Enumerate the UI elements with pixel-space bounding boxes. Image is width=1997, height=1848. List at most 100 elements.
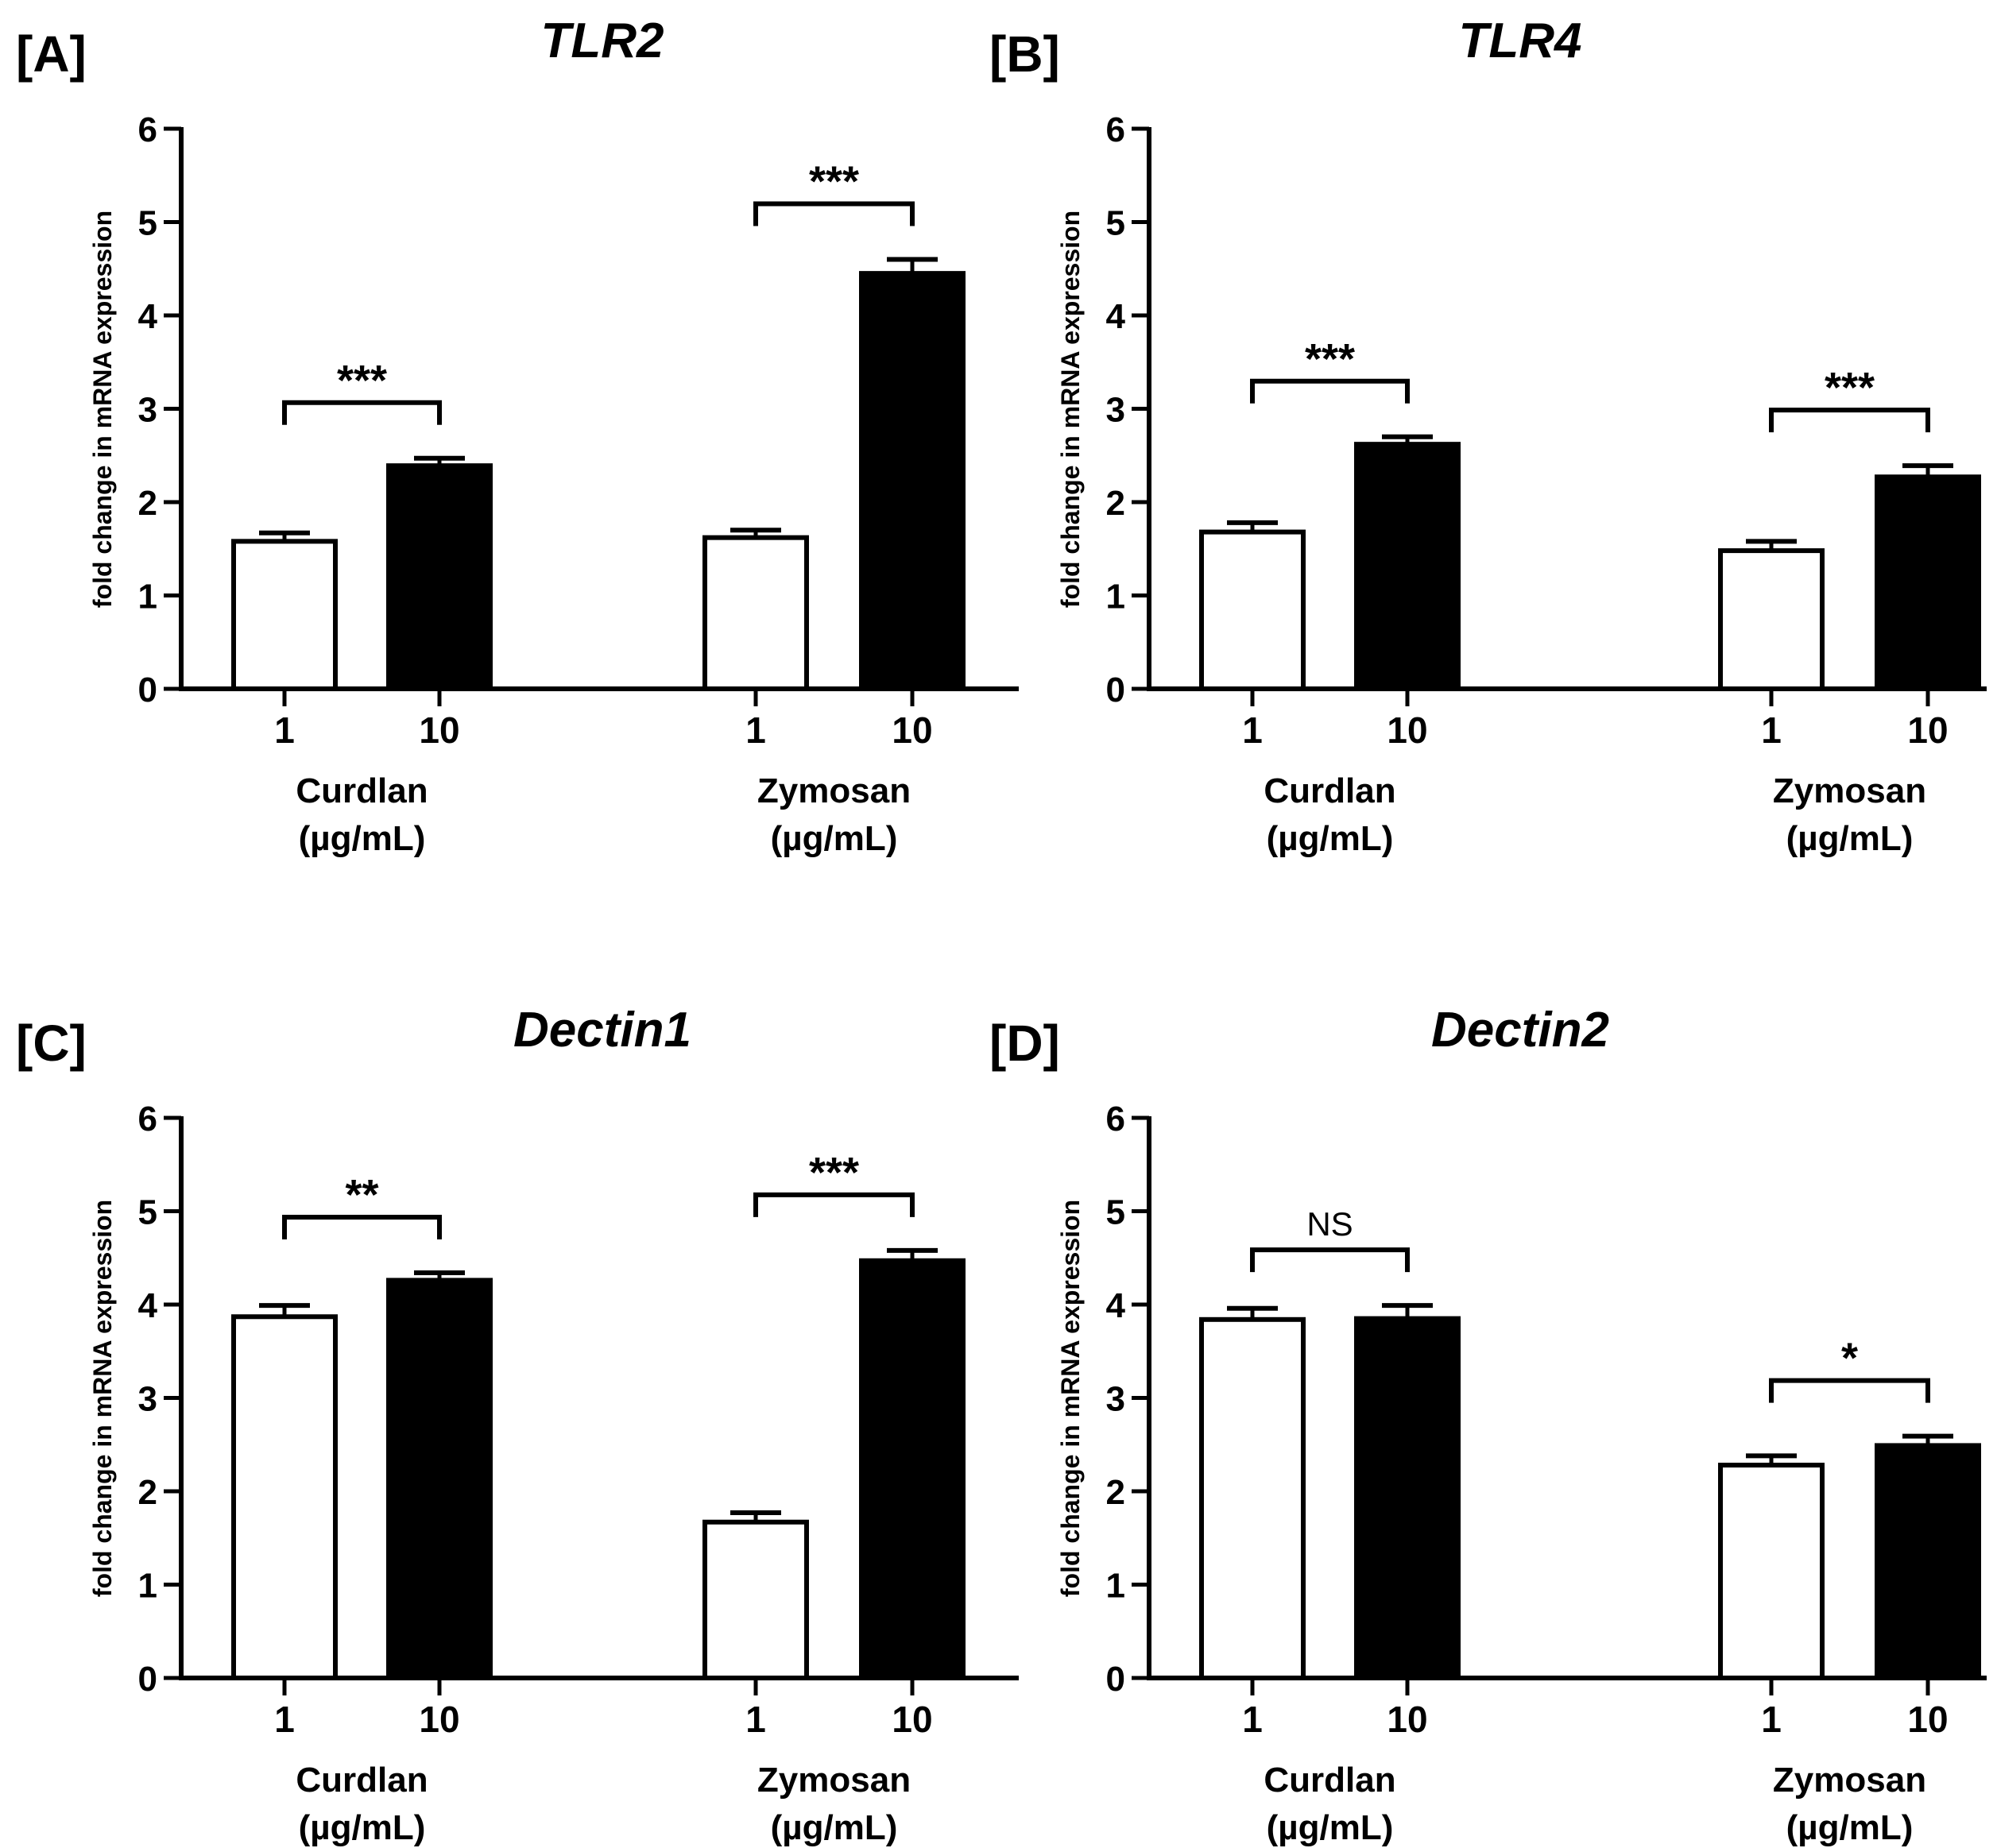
x-tick-label: 1	[745, 709, 766, 751]
y-axis-label: fold change in mRNA expression	[88, 1200, 117, 1597]
significance-bracket	[753, 1192, 915, 1217]
chart-title: Dectin1	[513, 1003, 691, 1057]
group-unit-label: (µg/mL)	[771, 1808, 898, 1847]
significance-marker: ***	[1825, 364, 1875, 412]
y-tick-label: 0	[1106, 1660, 1125, 1699]
y-tick-label: 0	[1106, 671, 1125, 709]
group-unit-label: (µg/mL)	[299, 1808, 426, 1847]
x-tick-label: 10	[892, 1699, 932, 1740]
bar-zymosan-10	[1875, 1443, 1981, 1680]
bar-curdlan-1	[1199, 529, 1306, 691]
panel-a: [A] TLR2 fold change in mRNA expression 0 1 2…	[16, 14, 1019, 858]
group-unit-label: (µg/mL)	[299, 819, 426, 858]
y-tick-label: 2	[1106, 484, 1125, 523]
bar-zymosan-10	[1875, 474, 1981, 692]
y-tick-label: 0	[138, 671, 157, 709]
chart-title: TLR2	[541, 14, 664, 68]
panel-d: [D] Dectin2 fold change in mRNA expression…	[989, 1003, 1987, 1847]
y-tick-label: 3	[138, 1380, 157, 1419]
significance-marker: **	[345, 1171, 378, 1219]
panel-b: [B] TLR4 fold change in mRNA expression 0 1 2…	[989, 14, 1987, 858]
group-label: Zymosan	[1773, 1761, 1926, 1800]
y-tick-label: 5	[138, 1193, 157, 1232]
chart-title: TLR4	[1459, 14, 1582, 68]
significance-bracket	[1250, 1247, 1410, 1273]
group-label: Zymosan	[757, 771, 911, 810]
group-unit-label: (µg/mL)	[1267, 1808, 1394, 1847]
significance-bracket	[753, 201, 915, 226]
y-tick-label: 2	[138, 484, 157, 523]
group-label: Zymosan	[757, 1761, 911, 1800]
x-tick-label: 1	[274, 709, 295, 751]
bar-zymosan-1	[702, 535, 809, 692]
significance-marker: ***	[1305, 335, 1355, 383]
group-label: Curdlan	[1264, 1761, 1395, 1800]
y-tick-label: 6	[1106, 110, 1125, 149]
significance-marker: ***	[337, 357, 387, 404]
group-unit-label: (µg/mL)	[771, 819, 898, 858]
x-tick-label: 10	[419, 709, 459, 751]
bar-curdlan-1	[231, 1314, 338, 1680]
y-tick-label: 5	[138, 204, 157, 243]
bar-curdlan-10	[1354, 1316, 1461, 1680]
group-unit-label: (µg/mL)	[1786, 819, 1914, 858]
y-tick-label: 3	[138, 391, 157, 430]
group-label: Curdlan	[296, 1761, 428, 1800]
significance-bracket	[1769, 408, 1930, 433]
bar-curdlan-10	[1354, 442, 1461, 692]
group-unit-label: (µg/mL)	[1786, 1808, 1914, 1847]
y-tick-label: 4	[1106, 1286, 1126, 1325]
significance-marker: ***	[809, 158, 859, 206]
bar-zymosan-10	[859, 271, 966, 691]
group-label: Curdlan	[296, 771, 428, 810]
y-tick-label: 1	[138, 1567, 157, 1606]
significance-marker: *	[1841, 1335, 1858, 1382]
y-tick-label: 6	[1106, 1100, 1125, 1139]
panel-label: [B]	[989, 25, 1060, 83]
y-tick-label: 6	[138, 1100, 157, 1139]
y-tick-label: 1	[138, 578, 157, 617]
significance-bracket	[1250, 378, 1410, 404]
y-tick-label: 3	[1106, 1380, 1125, 1419]
y-tick-label: 4	[138, 297, 158, 336]
y-axis-label: fold change in mRNA expression	[88, 211, 117, 608]
group-label: Curdlan	[1264, 771, 1395, 810]
y-tick-label: 4	[138, 1286, 158, 1325]
bar-zymosan-1	[1718, 1463, 1825, 1680]
y-tick-label: 3	[1106, 391, 1125, 430]
significance-bracket	[1769, 1378, 1930, 1403]
panel-label: [D]	[989, 1015, 1060, 1072]
x-tick-label: 1	[1761, 1699, 1782, 1740]
bar-zymosan-10	[859, 1258, 966, 1680]
group-unit-label: (µg/mL)	[1267, 819, 1394, 858]
bar-zymosan-1	[702, 1519, 809, 1681]
x-tick-label: 10	[1907, 709, 1948, 751]
group-label: Zymosan	[1773, 771, 1926, 810]
y-tick-label: 6	[138, 110, 157, 149]
x-tick-label: 10	[1387, 1699, 1427, 1740]
significance-bracket	[282, 400, 442, 425]
panel-label: [C]	[16, 1015, 87, 1072]
y-tick-label: 2	[1106, 1473, 1125, 1512]
x-tick-label: 10	[1387, 709, 1427, 751]
x-tick-label: 10	[419, 1699, 459, 1740]
y-tick-label: 1	[1106, 1567, 1125, 1606]
x-tick-label: 10	[1907, 1699, 1948, 1740]
x-tick-label: 1	[1761, 709, 1782, 751]
chart-title: Dectin2	[1431, 1003, 1609, 1057]
x-tick-label: 1	[1242, 1699, 1263, 1740]
y-tick-label: 5	[1106, 1193, 1125, 1232]
y-tick-label: 4	[1106, 297, 1126, 336]
y-axis-label: fold change in mRNA expression	[1056, 1200, 1085, 1597]
bar-curdlan-10	[386, 463, 493, 691]
significance-marker: ***	[809, 1149, 859, 1197]
y-tick-label: 1	[1106, 578, 1125, 617]
panel-c: [C] Dectin1 fold change in mRNA expression…	[16, 1003, 1019, 1847]
y-tick-label: 2	[138, 1473, 157, 1512]
bar-curdlan-1	[1199, 1316, 1306, 1680]
bar-curdlan-1	[231, 539, 338, 691]
significance-marker: NS	[1306, 1205, 1353, 1243]
y-axis-label: fold change in mRNA expression	[1056, 211, 1085, 608]
panel-label: [A]	[16, 25, 87, 83]
